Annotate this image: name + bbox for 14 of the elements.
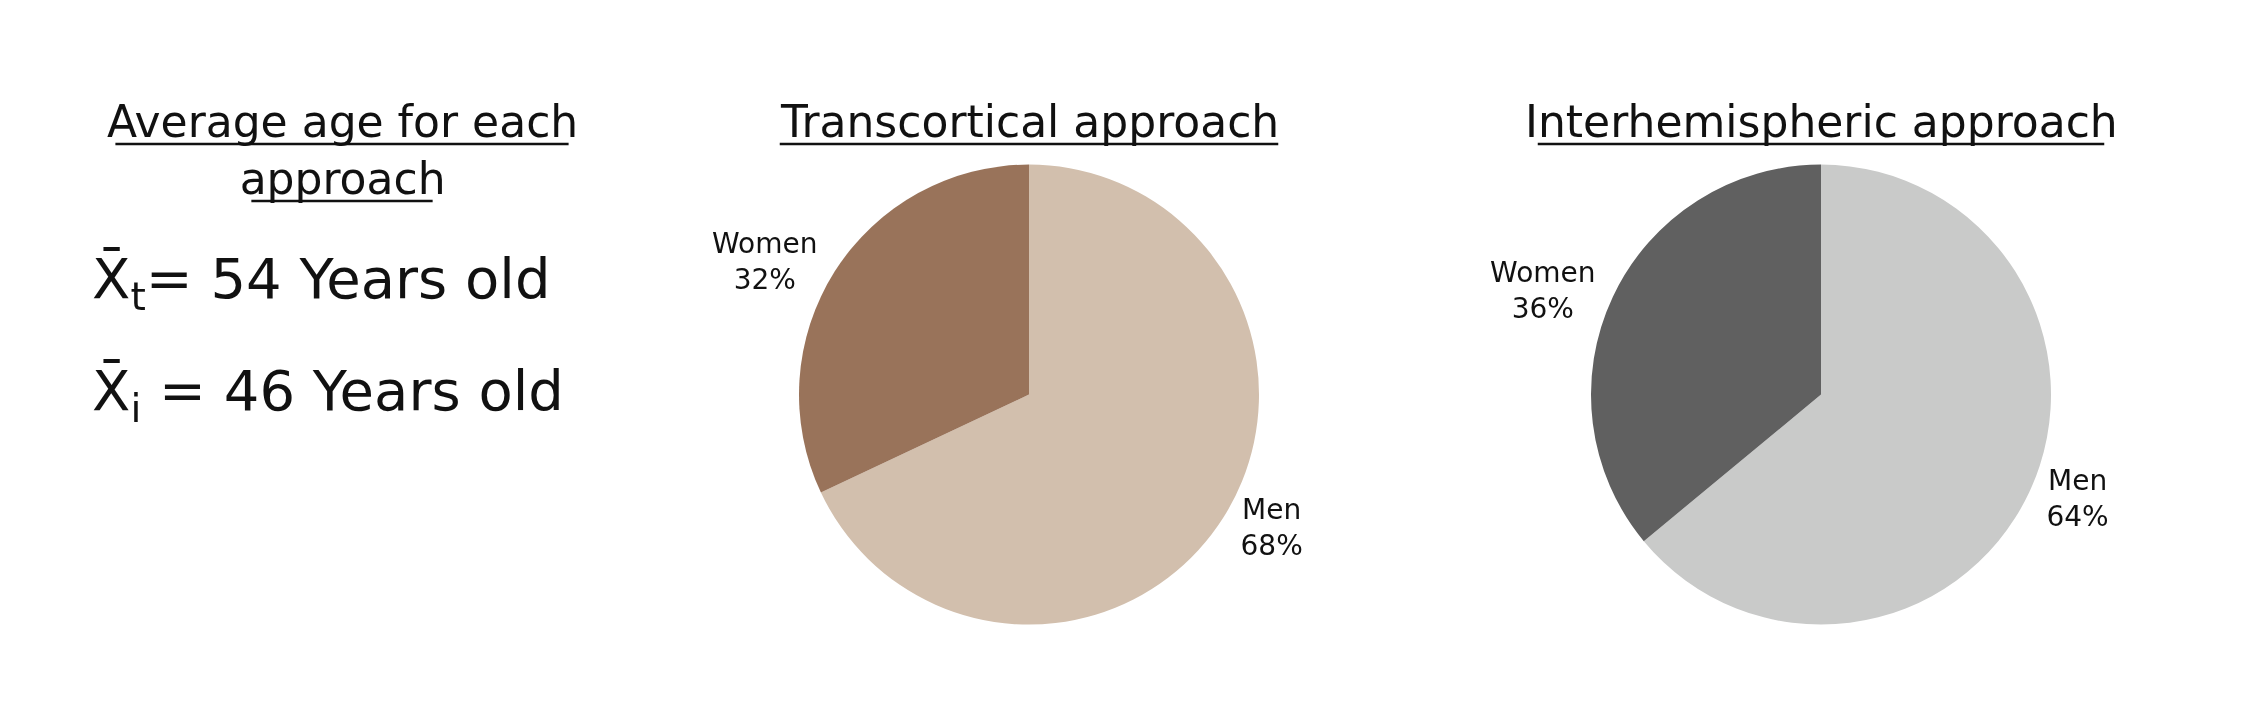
chart-title: Interhemispheric approach <box>1525 96 2118 147</box>
data-label: 32% <box>733 263 796 297</box>
slice-label: Men <box>2048 464 2108 498</box>
text: X̄$_{i}$ = 46 Years old <box>92 358 564 431</box>
chart-title: Transcortical approach <box>780 96 1280 147</box>
data-label: 68% <box>1240 529 1303 563</box>
text: X̄$_{t}$= 54 Years old <box>92 246 551 319</box>
slice-label: Men <box>1242 493 1302 527</box>
slice-label: Women <box>712 226 818 260</box>
text: Average age for each approach <box>107 96 579 205</box>
slice-label: Women <box>1490 255 1596 289</box>
data-label: 36% <box>1511 292 1574 326</box>
data-label: 64% <box>2046 500 2109 534</box>
pie-slice <box>1591 164 1821 542</box>
